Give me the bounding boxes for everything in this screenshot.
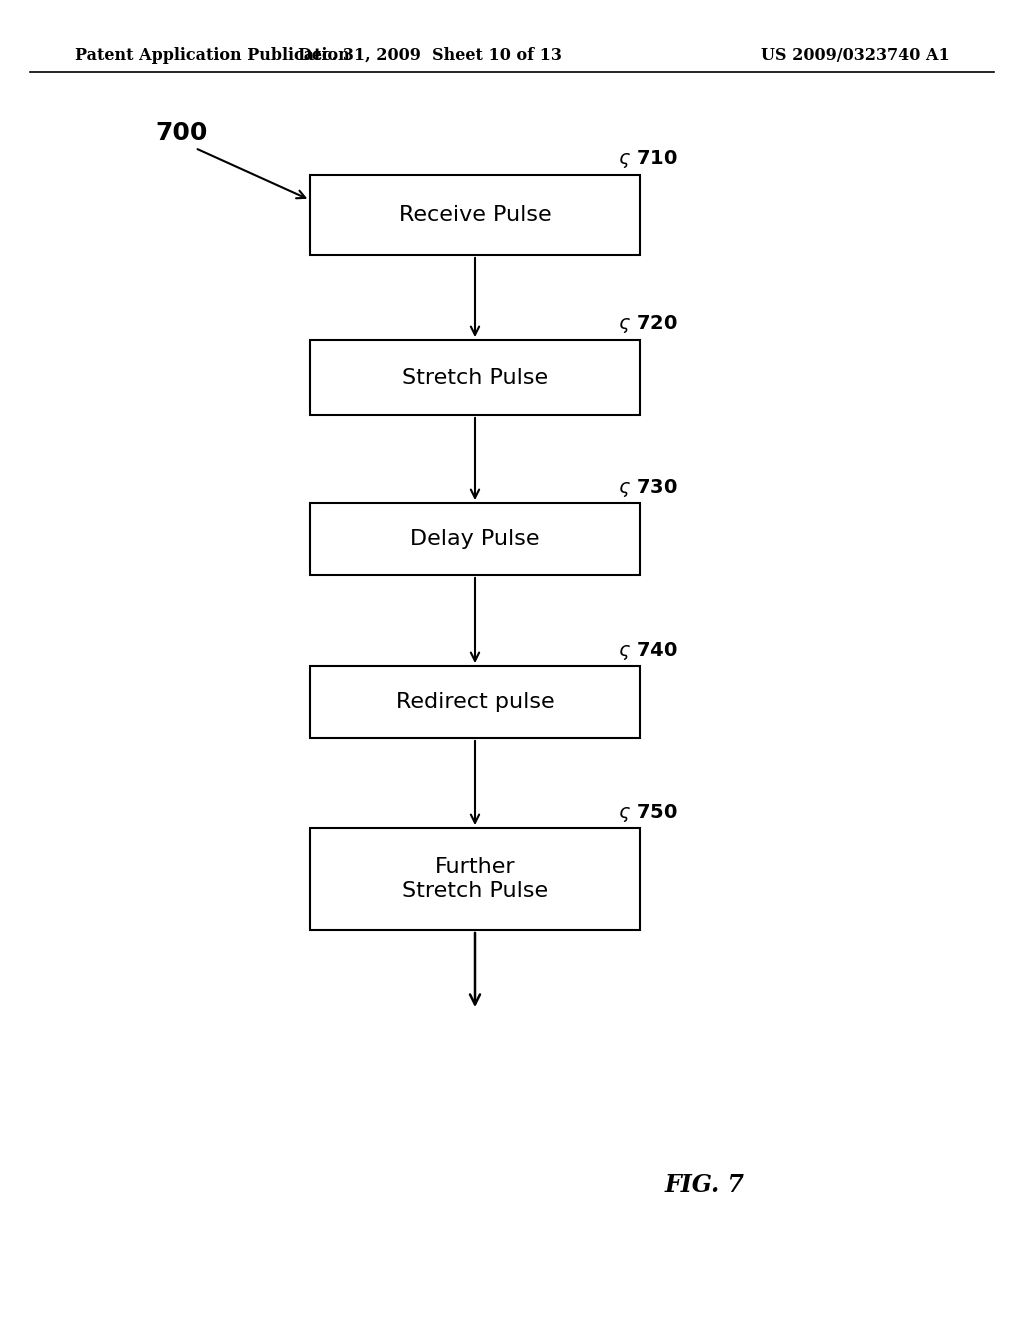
Text: Receive Pulse: Receive Pulse (398, 205, 551, 224)
Text: FIG. 7: FIG. 7 (665, 1173, 745, 1197)
Text: $\varsigma$ 710: $\varsigma$ 710 (618, 148, 678, 170)
Text: Stretch Pulse: Stretch Pulse (402, 367, 548, 388)
Text: $\varsigma$ 720: $\varsigma$ 720 (618, 313, 678, 335)
Text: Redirect pulse: Redirect pulse (395, 692, 554, 711)
Text: Dec. 31, 2009  Sheet 10 of 13: Dec. 31, 2009 Sheet 10 of 13 (298, 46, 562, 63)
Text: US 2009/0323740 A1: US 2009/0323740 A1 (761, 46, 950, 63)
Bar (310, 176, 640, 255)
Text: Patent Application Publication: Patent Application Publication (75, 46, 350, 63)
Text: $\varsigma$ 740: $\varsigma$ 740 (618, 640, 678, 663)
Text: Further
Stretch Pulse: Further Stretch Pulse (402, 858, 548, 900)
Bar (310, 503, 640, 576)
Text: 700: 700 (155, 121, 208, 145)
Bar (310, 341, 640, 414)
Text: $\varsigma$ 730: $\varsigma$ 730 (618, 477, 678, 499)
Text: Delay Pulse: Delay Pulse (411, 529, 540, 549)
Text: $\varsigma$ 750: $\varsigma$ 750 (618, 803, 678, 824)
Bar (310, 828, 640, 931)
Bar (310, 667, 640, 738)
